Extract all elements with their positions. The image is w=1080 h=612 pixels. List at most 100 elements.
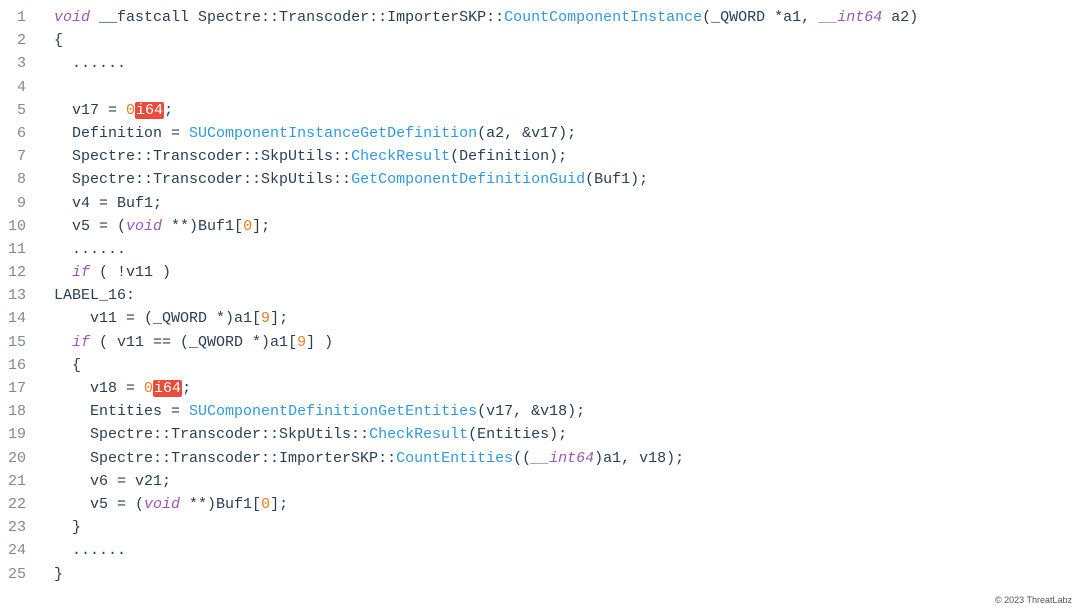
token-plain: { [72, 357, 81, 374]
token-plain: ; [164, 102, 173, 119]
code-line: v5 = (void **)Buf1[0]; [36, 215, 1080, 238]
line-number: 19 [0, 423, 26, 446]
token-plain: v4 = Buf1; [72, 195, 162, 212]
token-plain: ( !v11 ) [90, 264, 171, 281]
token-plain: (( [513, 450, 531, 467]
code-line: void __fastcall Spectre::Transcoder::Imp… [36, 6, 1080, 29]
token-plain: Definition = [72, 125, 189, 142]
code-line: v4 = Buf1; [36, 192, 1080, 215]
token-plain: } [72, 519, 81, 536]
line-number: 16 [0, 354, 26, 377]
token-plain: Entities = [90, 403, 189, 420]
token-plain: Spectre::Transcoder::SkpUtils:: [72, 148, 351, 165]
token-plain: ( v11 == (_QWORD *)a1[ [90, 334, 297, 351]
code-line [36, 76, 1080, 99]
code-line: if ( v11 == (_QWORD *)a1[9] ) [36, 331, 1080, 354]
code-line: } [36, 563, 1080, 586]
token-plain: Spectre::Transcoder::ImporterSKP:: [90, 450, 396, 467]
code-line: v6 = v21; [36, 470, 1080, 493]
code-line: Definition = SUComponentInstanceGetDefin… [36, 122, 1080, 145]
code-line: ...... [36, 52, 1080, 75]
token-kw-type: __int64 [819, 9, 882, 26]
token-plain: LABEL_16: [54, 287, 135, 304]
token-plain: ; [182, 380, 191, 397]
token-kw-void: void [54, 9, 90, 26]
token-plain: ] ) [306, 334, 333, 351]
line-number: 8 [0, 168, 26, 191]
token-num: 0 [243, 218, 252, 235]
token-fn: CountEntities [396, 450, 513, 467]
token-fn: CheckResult [351, 148, 450, 165]
code-content: void __fastcall Spectre::Transcoder::Imp… [36, 6, 1080, 586]
token-kw-void: void [126, 218, 162, 235]
token-plain: a2) [882, 9, 918, 26]
token-hl: i64 [135, 102, 164, 119]
token-plain: (v17, &v18); [477, 403, 585, 420]
token-hl: i64 [153, 380, 182, 397]
token-plain: v11 = (_QWORD *)a1[ [90, 310, 261, 327]
token-fn: CheckResult [369, 426, 468, 443]
token-plain: v6 = v21; [90, 473, 171, 490]
token-dots: ...... [72, 542, 126, 559]
code-line: } [36, 516, 1080, 539]
token-num: 0 [261, 496, 270, 513]
line-number: 4 [0, 76, 26, 99]
code-line: v11 = (_QWORD *)a1[9]; [36, 307, 1080, 330]
line-number: 1 [0, 6, 26, 29]
code-line: ...... [36, 539, 1080, 562]
line-number: 14 [0, 307, 26, 330]
code-line: Spectre::Transcoder::SkpUtils::GetCompon… [36, 168, 1080, 191]
code-line: v5 = (void **)Buf1[0]; [36, 493, 1080, 516]
token-fn: GetComponentDefinitionGuid [351, 171, 585, 188]
token-dots: ...... [72, 55, 126, 72]
token-fn: SUComponentInstanceGetDefinition [189, 125, 477, 142]
line-number: 23 [0, 516, 26, 539]
token-num: 9 [261, 310, 270, 327]
line-number-gutter: 1234567891011121314151617181920212223242… [0, 6, 36, 586]
token-num: 0 [144, 380, 153, 397]
code-line: Spectre::Transcoder::SkpUtils::CheckResu… [36, 423, 1080, 446]
code-line: LABEL_16: [36, 284, 1080, 307]
token-kw-ctrl: if [72, 264, 90, 281]
line-number: 12 [0, 261, 26, 284]
line-number: 3 [0, 52, 26, 75]
line-number: 13 [0, 284, 26, 307]
code-line: v17 = 0i64; [36, 99, 1080, 122]
token-plain: ]; [270, 310, 288, 327]
line-number: 7 [0, 145, 26, 168]
token-num: 9 [297, 334, 306, 351]
line-number: 15 [0, 331, 26, 354]
line-number: 22 [0, 493, 26, 516]
token-kw-type: __int64 [531, 450, 594, 467]
token-dots: ...... [72, 241, 126, 258]
code-line: Spectre::Transcoder::ImporterSKP::CountE… [36, 447, 1080, 470]
token-plain: ]; [270, 496, 288, 513]
token-plain: } [54, 566, 63, 583]
token-plain: __fastcall Spectre::Transcoder::Importer… [90, 9, 504, 26]
line-number: 17 [0, 377, 26, 400]
line-number: 20 [0, 447, 26, 470]
code-block: 1234567891011121314151617181920212223242… [0, 0, 1080, 586]
token-kw-void: void [144, 496, 180, 513]
line-number: 10 [0, 215, 26, 238]
token-plain: (a2, &v17); [477, 125, 576, 142]
code-line: { [36, 29, 1080, 52]
token-plain: (Entities); [468, 426, 567, 443]
line-number: 5 [0, 99, 26, 122]
token-plain: v17 = [72, 102, 126, 119]
line-number: 6 [0, 122, 26, 145]
code-line: Entities = SUComponentDefinitionGetEntit… [36, 400, 1080, 423]
token-plain: **)Buf1[ [180, 496, 261, 513]
token-plain: (Definition); [450, 148, 567, 165]
token-plain: )a1, v18); [594, 450, 684, 467]
line-number: 9 [0, 192, 26, 215]
code-line: v18 = 0i64; [36, 377, 1080, 400]
token-plain: (_QWORD *a1, [702, 9, 819, 26]
token-num: 0 [126, 102, 135, 119]
token-plain: ]; [252, 218, 270, 235]
line-number: 24 [0, 539, 26, 562]
token-plain: **)Buf1[ [162, 218, 243, 235]
token-plain: { [54, 32, 63, 49]
copyright-footer: © 2023 ThreatLabz [995, 594, 1072, 608]
line-number: 18 [0, 400, 26, 423]
